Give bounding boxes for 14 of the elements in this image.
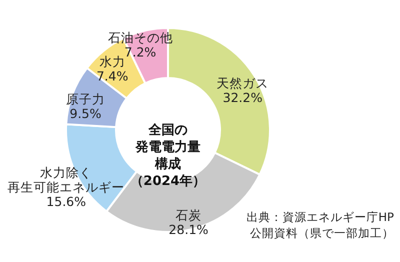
slice-label: 石油その他 [108,30,173,46]
slice-label: 水力 [99,54,126,69]
slice-label: 水力除く再生可能エネルギー [8,164,125,194]
data-label: 7.2% [124,44,156,60]
data-label: 28.1% [168,222,209,238]
data-label: 15.6% [46,194,86,209]
text: 全国の発電電力量構成（2024年） [130,123,206,189]
data-label: 7.4% [96,68,128,84]
slice-label: 石炭 [176,208,202,223]
source-note: 出典：資源エネルギー庁HP公開資料（県で一部加工） [246,210,394,240]
slice-label: 原子力 [66,91,105,106]
data-label: 32.2% [222,90,263,105]
slice-label: 天然ガス [216,75,269,90]
data-label: 9.5% [70,106,102,121]
